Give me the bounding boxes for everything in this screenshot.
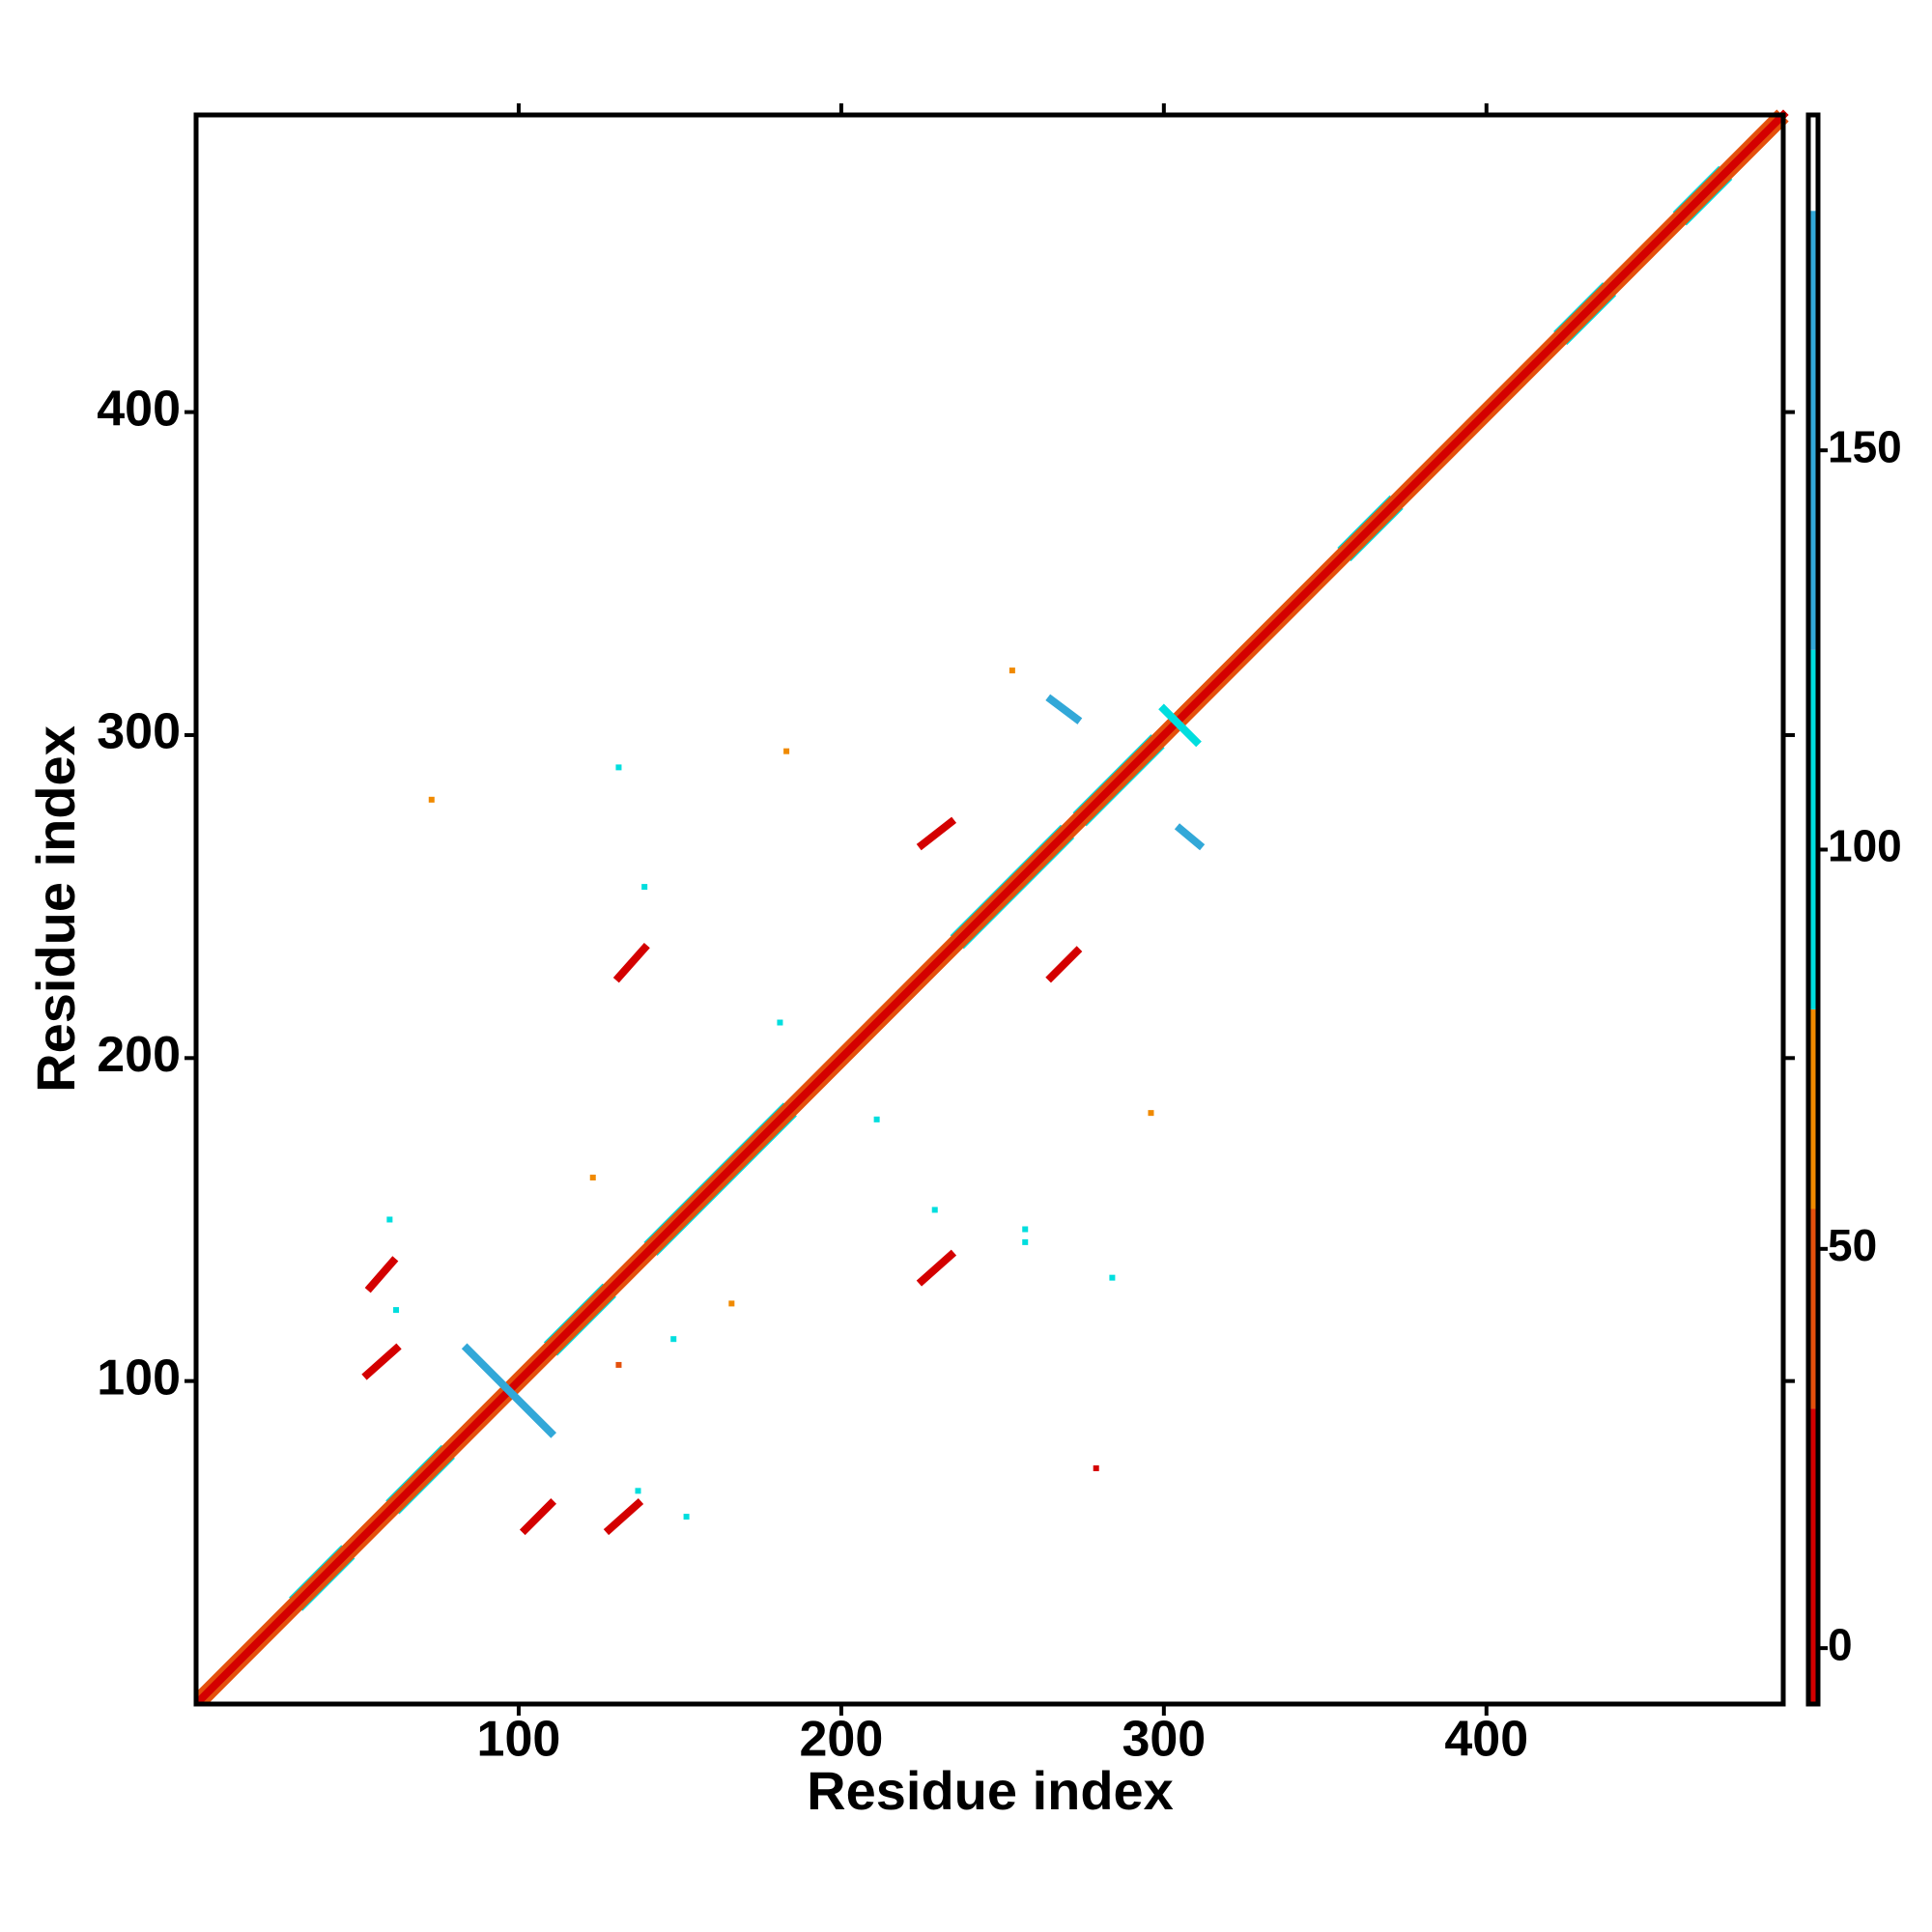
contact-cell: [615, 764, 622, 771]
contact-cell: [635, 1488, 641, 1494]
contact-cell: [873, 1116, 880, 1122]
x-tick-label: 200: [800, 1712, 884, 1768]
contact-cell: [615, 1361, 622, 1368]
x-axis-title: Residue index: [807, 1760, 1174, 1821]
contact-segment: [916, 816, 957, 851]
y-tick-label: 100: [97, 1350, 181, 1406]
contact-segment: [519, 1498, 556, 1536]
y-tick-label: 200: [97, 1027, 181, 1083]
contact-segment: [603, 1498, 644, 1536]
contact-segment: [612, 942, 650, 983]
contact-segment: [361, 1343, 402, 1380]
colorbar-tick-label: 150: [1828, 421, 1902, 471]
contact-cell: [428, 796, 435, 803]
contact-segment: [461, 1343, 556, 1438]
contact-cell: [1093, 1464, 1099, 1471]
contact-cell: [777, 1019, 783, 1026]
contact-segment: [1045, 946, 1083, 983]
contact-segment: [1158, 703, 1202, 748]
contact-cell: [1022, 1226, 1029, 1233]
contact-cell: [683, 1514, 690, 1520]
contact-cell: [1009, 668, 1015, 674]
colorbar-frame: [1805, 112, 1821, 1707]
contact-segment: [193, 109, 1789, 1707]
colorbar-tick-label: 0: [1828, 1619, 1853, 1669]
contact-cell: [386, 1216, 393, 1223]
contact-cell: [1148, 1110, 1154, 1117]
x-tick-label: 100: [477, 1712, 561, 1768]
contact-segment: [364, 1256, 399, 1293]
contact-cell: [931, 1207, 938, 1213]
contact-segment: [193, 109, 1782, 1700]
contact-segment: [1174, 823, 1206, 851]
contact-cell: [1022, 1238, 1029, 1245]
contact-cell: [1109, 1274, 1116, 1281]
contact-cell: [783, 748, 790, 754]
x-tick-label: 400: [1444, 1712, 1528, 1768]
contact-cell: [589, 1175, 596, 1181]
colorbar-band: [1808, 211, 1818, 650]
contact-segment: [200, 116, 1789, 1707]
colorbar-band: [1808, 1408, 1818, 1704]
x-tick-label: 300: [1122, 1712, 1206, 1768]
plot-frame: [193, 112, 1786, 1707]
contact-cell: [641, 884, 648, 891]
contact-segment: [916, 1249, 957, 1287]
colorbar-tick-label: 50: [1828, 1220, 1877, 1270]
colorbar-band: [1808, 1009, 1818, 1209]
y-tick-label: 400: [97, 381, 181, 437]
contact-segment: [1045, 694, 1083, 724]
colorbar-band: [1808, 649, 1818, 1009]
y-tick-label: 300: [97, 704, 181, 760]
contact-cell: [393, 1307, 400, 1314]
contact-cell: [670, 1336, 677, 1343]
contact-cell: [728, 1300, 735, 1307]
y-axis-title: Residue index: [25, 725, 86, 1093]
colorbar-band: [1808, 115, 1818, 212]
colorbar-tick-label: 100: [1828, 821, 1902, 871]
colorbar-band: [1808, 1208, 1818, 1409]
